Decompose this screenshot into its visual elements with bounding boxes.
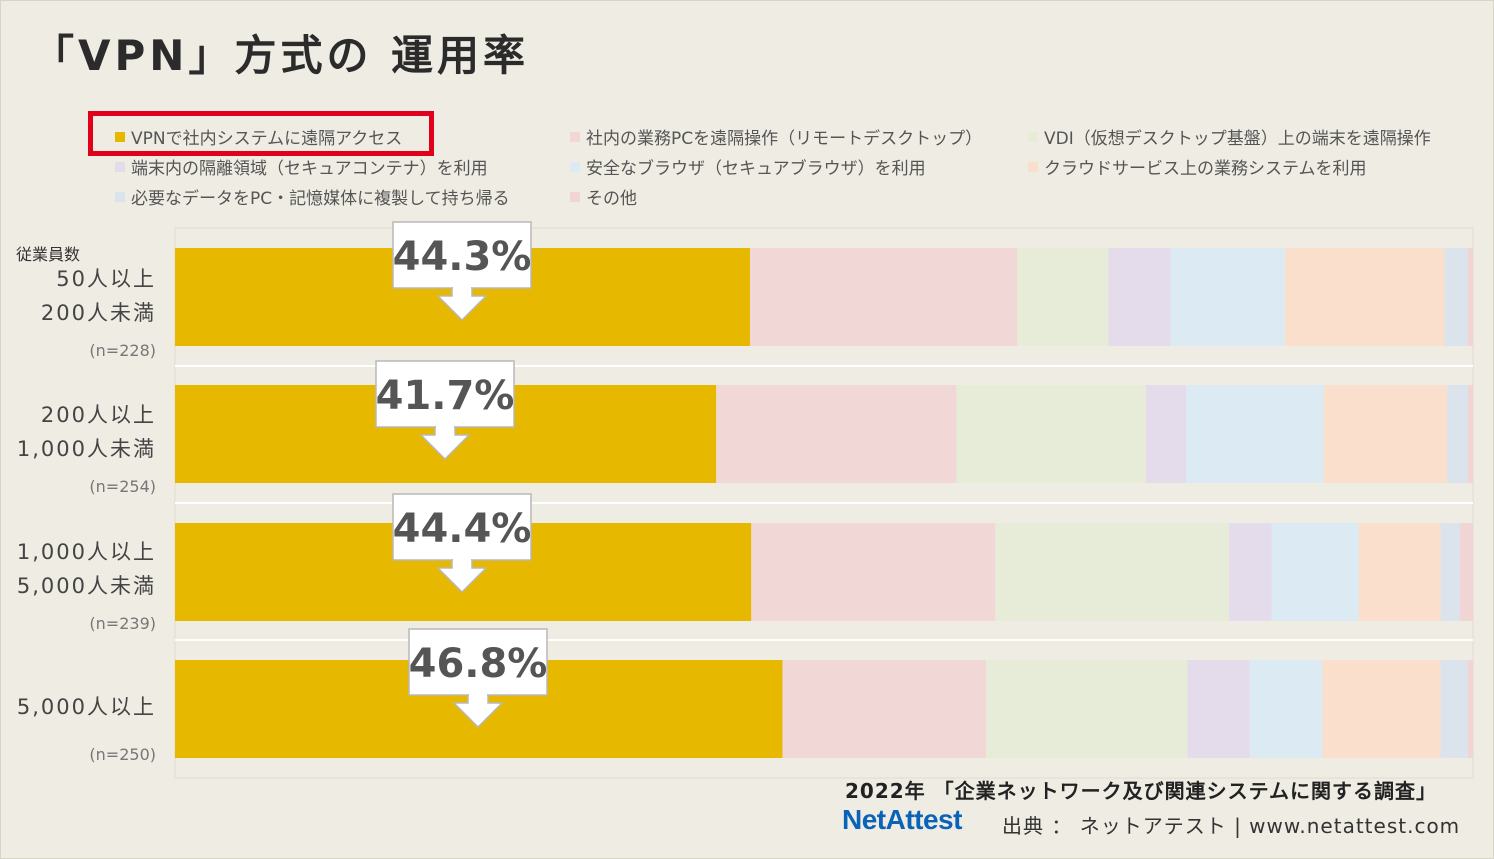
callout-value: 44.4% [393, 506, 532, 552]
legend-item-other: その他 [570, 184, 637, 209]
legend-item-secure-browser: 安全なブラウザ（セキュアブラウザ）を利用 [570, 154, 926, 179]
bar-segment-7 [1467, 385, 1473, 483]
row-label-line: 200人未満 [40, 301, 156, 325]
legend-label: 社内の業務PCを遠隔操作（リモートデスクトップ） [586, 129, 983, 149]
callout-box [375, 360, 515, 428]
bar-segment-1 [716, 385, 957, 483]
legend-swatch [115, 162, 125, 172]
callout: 41.7% [375, 360, 515, 461]
bar-segment-4 [1186, 385, 1324, 483]
row-label-line: 5,000人未満 [16, 574, 156, 598]
legend-swatch [115, 192, 125, 202]
bar-segment-4 [1271, 523, 1359, 621]
row-label: 1,000人以上 5,000人未満 (n=239) [17, 535, 156, 641]
callout: 44.3% [392, 221, 532, 322]
callout-value: 44.3% [393, 234, 532, 280]
legend-swatch [1028, 162, 1038, 172]
callout: 46.8% [408, 628, 548, 729]
callout-joint [453, 286, 471, 290]
row-label-n: (n=250) [89, 745, 156, 764]
bar-segment-7 [1460, 523, 1473, 621]
row-label: 50人以上 200人未満 (n=228) [41, 262, 156, 368]
brand-logo: NetAttest [842, 804, 962, 835]
legend: VPNで社内システムに遠隔アクセス 社内の業務PCを遠隔操作（リモートデスクトッ… [0, 0, 1494, 220]
row-label-n: (n=254) [89, 477, 156, 496]
bar-segment-1 [751, 523, 996, 621]
bar-segment-3 [1187, 660, 1250, 758]
bar-segment-6 [1440, 660, 1468, 758]
callout-value: 41.7% [376, 373, 515, 419]
callout-arrow [452, 694, 504, 729]
legend-swatch [570, 132, 580, 142]
row-label: 200人以上 1,000人未満 (n=254) [17, 398, 156, 504]
callout-arrow [436, 559, 488, 594]
callout-box [408, 628, 548, 696]
legend-label: 安全なブラウザ（セキュアブラウザ）を利用 [586, 159, 926, 179]
legend-label: 必要なデータをPC・記憶媒体に複製して持ち帰る [131, 189, 510, 209]
bar-segment-5 [1358, 523, 1441, 621]
legend-label: VDI（仮想デスクトップ基盤）上の端末を遠隔操作 [1044, 129, 1431, 149]
legend-swatch [570, 162, 580, 172]
legend-label: VPNで社内システムに遠隔アクセス [131, 129, 403, 149]
callout-box [392, 493, 532, 561]
bar-segment-6 [1444, 248, 1468, 346]
row-label-n: (n=239) [89, 614, 156, 633]
bar-segment-6 [1447, 385, 1468, 483]
row-label-line: 1,000人未満 [16, 437, 156, 461]
bar-segment-2 [1017, 248, 1109, 346]
callout-joint [436, 425, 454, 429]
bar-segment-7 [1467, 660, 1473, 758]
legend-item-secure-container: 端末内の隔離領域（セキュアコンテナ）を利用 [115, 154, 488, 179]
source-note: 2022年 「企業ネットワーク及び関連システムに関する調査」 [845, 779, 1438, 803]
legend-item-vpn: VPNで社内システムに遠隔アクセス [115, 124, 402, 149]
callout-arrow [419, 426, 471, 461]
bar-segment-5 [1323, 385, 1448, 483]
callout: 44.4% [392, 493, 532, 594]
credit-text: 出典 ： ネットアテスト | www.netattest.com [1002, 814, 1461, 838]
bar-segment-2 [995, 523, 1229, 621]
y-axis-caption: 従業員数 [16, 245, 81, 264]
chart-title: 「VPN」方式の 運用率 [32, 31, 530, 80]
row-label-line: 5,000人以上 [16, 695, 156, 719]
row-label-line: 200人以上 [40, 403, 156, 427]
bar-segment-1 [782, 660, 987, 758]
bar-segment-3 [1145, 385, 1187, 483]
bar-segment-2 [986, 660, 1188, 758]
legend-swatch [1028, 132, 1038, 142]
callout-value: 46.8% [409, 641, 548, 687]
callout-joint [469, 693, 487, 697]
row-label-line: 50人以上 [56, 267, 156, 291]
callout-box [392, 221, 532, 289]
legend-item-remote-desktop: 社内の業務PCを遠隔操作（リモートデスクトップ） [570, 124, 982, 149]
callout-arrow [436, 287, 488, 322]
bar-segment-2 [956, 385, 1146, 483]
legend-highlight-box [88, 111, 434, 156]
row-label-n: (n=228) [89, 341, 156, 360]
row-label: 5,000人以上 (n=250) [17, 690, 156, 772]
bar-segment-3 [1228, 523, 1272, 621]
legend-swatch [570, 192, 580, 202]
legend-swatch [115, 132, 125, 142]
legend-label: クラウドサービス上の業務システムを利用 [1044, 159, 1367, 179]
callout-joint [453, 558, 471, 562]
bar-segment-1 [750, 248, 1018, 346]
legend-item-cloud: クラウドサービス上の業務システムを利用 [1028, 154, 1367, 179]
legend-label: 端末内の隔離領域（セキュアコンテナ）を利用 [131, 159, 488, 179]
bar-segment-3 [1108, 248, 1171, 346]
bar-segment-6 [1440, 523, 1461, 621]
bar-segment-7 [1467, 248, 1473, 346]
legend-item-vdi: VDI（仮想デスクトップ基盤）上の端末を遠隔操作 [1028, 124, 1431, 149]
bar-segment-5 [1322, 660, 1441, 758]
legend-item-copy-data: 必要なデータをPC・記憶媒体に複製して持ち帰る [115, 184, 510, 209]
legend-label: その他 [586, 189, 637, 209]
bar-segment-5 [1284, 248, 1445, 346]
row-label-line: 1,000人以上 [16, 540, 156, 564]
bar-segment-4 [1249, 660, 1323, 758]
bar-segment-4 [1170, 248, 1285, 346]
